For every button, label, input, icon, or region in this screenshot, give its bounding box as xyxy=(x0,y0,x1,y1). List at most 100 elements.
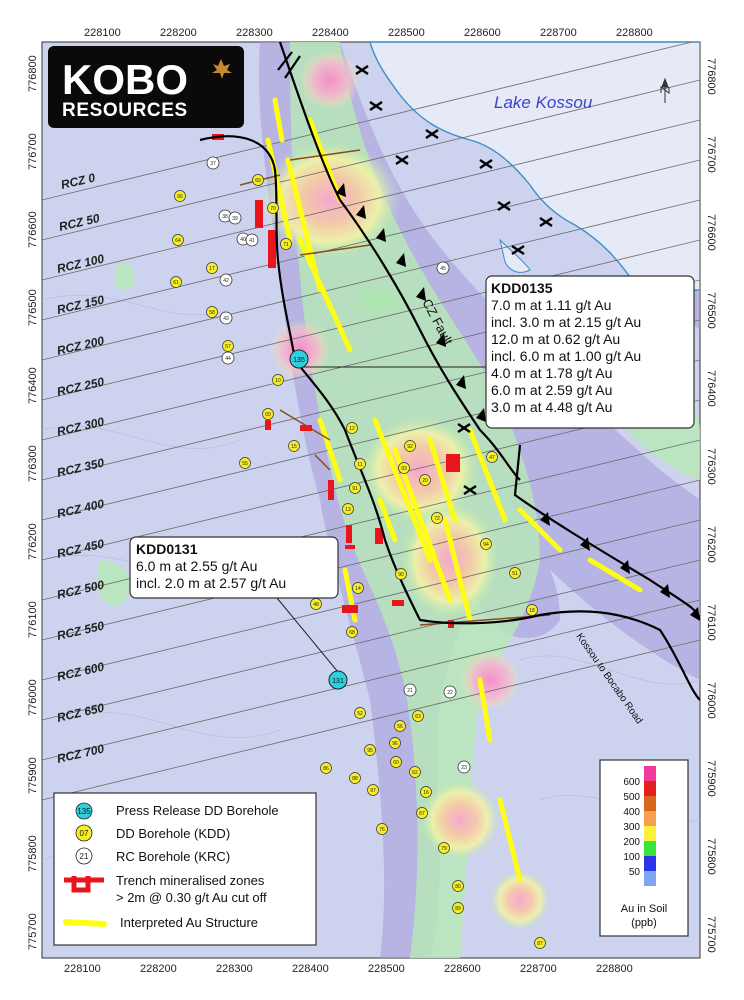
kdd-borehole: 92 xyxy=(404,440,416,452)
kdd-borehole: 69 xyxy=(252,174,264,186)
lake-shore-fringe xyxy=(499,238,531,273)
mine-icon xyxy=(425,129,439,139)
y-axis-right: 776800 776700 776600 776500 776400 77630… xyxy=(705,58,717,953)
mine-icon xyxy=(463,485,477,495)
kdd-borehole: 93 xyxy=(398,462,410,474)
soil-legend-title: Au in Soil xyxy=(621,903,667,915)
svg-text:52: 52 xyxy=(357,711,363,717)
kdd-borehole: 51 xyxy=(509,567,521,579)
svg-text:79: 79 xyxy=(441,846,447,852)
soil-legend-unit: (ppb) xyxy=(631,917,657,929)
x-tick-label: 228400 xyxy=(292,963,329,975)
legend-press-symbol xyxy=(75,802,93,820)
y-axis-left: 776800 776700 776600 776500 776400 77630… xyxy=(27,55,39,950)
kdd-borehole: 71 xyxy=(280,238,292,250)
north-arrow-icon xyxy=(660,77,670,103)
kdd-borehole: 96 xyxy=(389,737,401,749)
svg-text:97: 97 xyxy=(370,788,376,794)
logo-leaf-icon xyxy=(212,59,232,79)
krc-borehole: 22 xyxy=(443,685,457,699)
kdd-borehole: 95 xyxy=(364,744,376,756)
kdd-borehole: 57 xyxy=(222,340,234,352)
x-tick-label: 228800 xyxy=(616,27,653,39)
svg-text:20: 20 xyxy=(422,478,428,484)
svg-text:55: 55 xyxy=(242,461,248,467)
y-tick-label: 776000 xyxy=(705,682,717,719)
legend-krc-symbol xyxy=(75,847,93,865)
svg-text:21: 21 xyxy=(407,688,413,694)
mine-icons xyxy=(355,65,553,495)
kdd-borehole: 52 xyxy=(354,707,366,719)
legend-kdd-symbol xyxy=(75,824,93,842)
kdd-borehole: 47 xyxy=(486,451,498,463)
mine-icon xyxy=(511,245,525,255)
kdd-borehole: 63 xyxy=(412,710,424,722)
kdd0131-leader xyxy=(276,597,339,673)
y-tick-label: 776400 xyxy=(27,367,39,404)
y-tick-label: 776400 xyxy=(705,370,717,407)
kdd-borehole: 89 xyxy=(452,902,464,914)
svg-text:92: 92 xyxy=(407,444,413,450)
svg-text:67: 67 xyxy=(419,811,425,817)
kdd0135-line: 4.0 m at 1.78 g/t Au xyxy=(491,365,612,381)
svg-text:21: 21 xyxy=(80,852,89,861)
kdd-borehole: 67 xyxy=(416,807,428,819)
kdd-borehole: 91 xyxy=(349,482,361,494)
krc-borehole: 41 xyxy=(245,233,259,247)
svg-text:90: 90 xyxy=(398,572,404,578)
mine-icon xyxy=(457,423,471,433)
y-tick-label: 775800 xyxy=(27,835,39,872)
y-tick-label: 775900 xyxy=(705,760,717,797)
svg-text:37: 37 xyxy=(210,161,216,167)
svg-text:48: 48 xyxy=(313,602,319,608)
kdd-borehole: 72 xyxy=(431,512,443,524)
legend-label: DD Borehole (KDD) xyxy=(116,826,230,841)
kdd-borehole: 66 xyxy=(174,190,186,202)
svg-text:93: 93 xyxy=(401,466,407,472)
svg-text:09: 09 xyxy=(265,412,271,418)
soil-legend-level: 100 xyxy=(623,852,640,863)
svg-text:86: 86 xyxy=(323,766,329,772)
y-tick-label: 776300 xyxy=(705,448,717,485)
y-tick-label: 776200 xyxy=(705,526,717,563)
y-tick-label: 776500 xyxy=(705,292,717,329)
kdd-borehole: 88 xyxy=(349,772,361,784)
kdd0135-line: 6.0 m at 2.59 g/t Au xyxy=(491,382,612,398)
x-axis-bottom: 228100 228200 228300 228400 228500 22860… xyxy=(64,963,633,975)
svg-text:68: 68 xyxy=(349,630,355,636)
kdd0135-line: 7.0 m at 1.11 g/t Au xyxy=(491,297,611,313)
kdd-borehole: 86 xyxy=(320,762,332,774)
kdd-borehole: 64 xyxy=(172,234,184,246)
svg-text:64: 64 xyxy=(175,238,181,244)
y-tick-label: 776700 xyxy=(705,136,717,173)
legend-structure-symbol xyxy=(63,919,107,927)
krc-borehole: 43 xyxy=(219,311,233,325)
soil-legend-swatch xyxy=(644,781,656,796)
soil-legend: Au in Soil (ppb) 600 500 400 300 200 100 50 xyxy=(599,759,689,937)
x-tick-label: 228100 xyxy=(84,27,121,39)
svg-text:11: 11 xyxy=(357,462,362,468)
svg-text:89: 89 xyxy=(455,906,461,912)
kdd0135-line: incl. 3.0 m at 2.15 g/t Au xyxy=(491,314,641,330)
soil-legend-swatch xyxy=(644,856,656,871)
kdd-borehole: 09 xyxy=(262,408,274,420)
svg-text:88: 88 xyxy=(352,776,358,782)
legend-label: Press Release DD Borehole xyxy=(116,803,279,818)
svg-text:44: 44 xyxy=(225,356,231,362)
kdd0135-line: incl. 6.0 m at 1.00 g/t Au xyxy=(491,348,641,364)
kdd-borehole: 58 xyxy=(206,306,218,318)
x-axis-top: 228100 228200 228300 228400 228500 22860… xyxy=(84,27,653,39)
x-tick-label: 228500 xyxy=(388,27,425,39)
soil-legend-level: 200 xyxy=(623,837,640,848)
x-tick-label: 228300 xyxy=(236,27,273,39)
soil-legend-swatch xyxy=(644,811,656,826)
krc-borehole: 39 xyxy=(228,211,242,225)
svg-text:91: 91 xyxy=(352,486,358,492)
kdd-borehole: 20 xyxy=(419,474,431,486)
y-tick-label: 776100 xyxy=(705,604,717,641)
kdd-borehole: 90 xyxy=(395,568,407,580)
svg-text:17: 17 xyxy=(209,266,215,272)
kdd-borehole: 97 xyxy=(367,784,379,796)
svg-text:94: 94 xyxy=(483,542,489,548)
map-legend: 135 Press Release DD Borehole 07 DD Bore… xyxy=(53,792,317,946)
